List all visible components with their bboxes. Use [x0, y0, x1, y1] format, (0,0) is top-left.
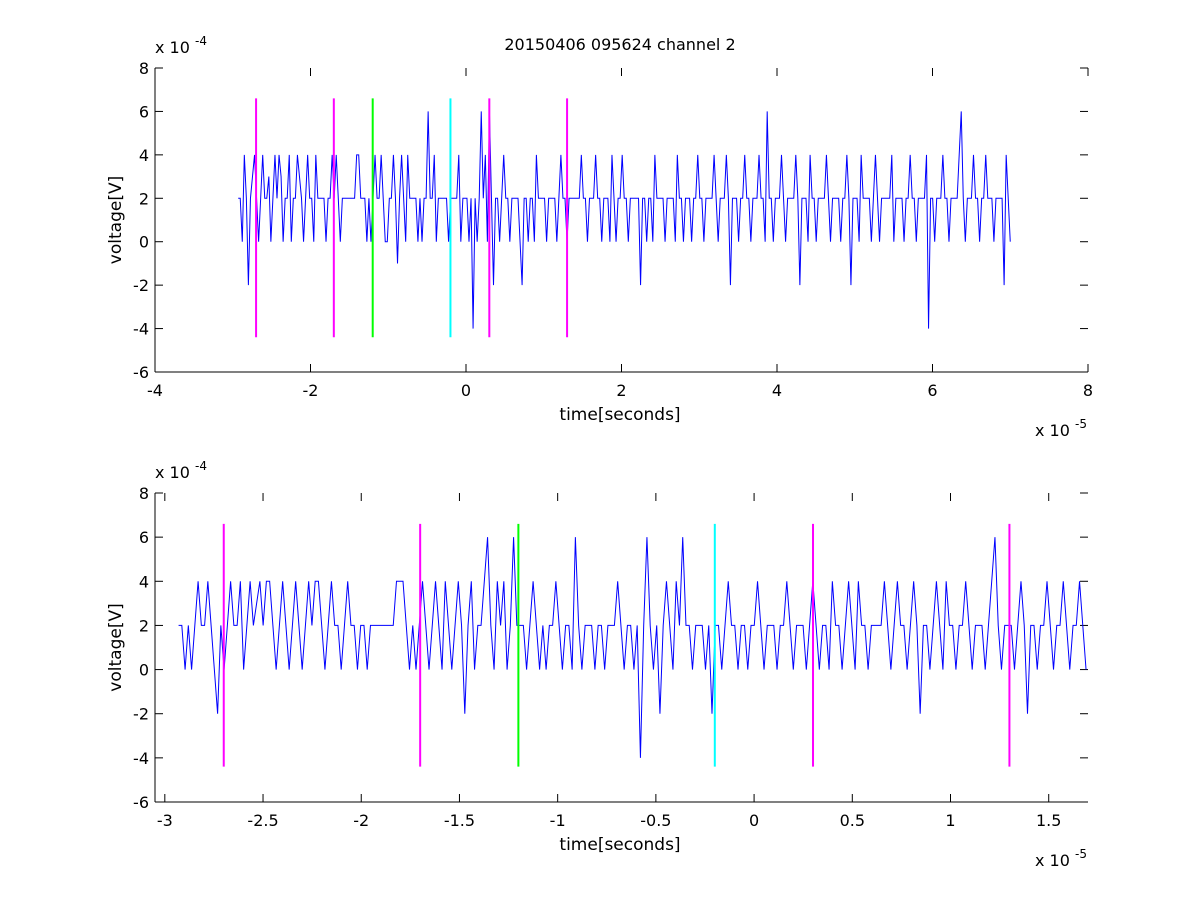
y-axis-label: voltage[V] — [106, 603, 126, 691]
x-tick-label: -3 — [157, 811, 173, 830]
voltage-trace — [238, 111, 1011, 329]
y-tick-label: -2 — [133, 276, 149, 295]
y-tick-label: 0 — [139, 233, 149, 252]
y-tick-label: 2 — [139, 189, 149, 208]
x-axis-label: time[seconds] — [559, 835, 680, 855]
plot-area — [155, 493, 1088, 802]
plot-area — [155, 68, 1088, 372]
x-tick-label: 4 — [772, 381, 782, 400]
x-tick-label: 0.5 — [840, 811, 865, 830]
y-tick-label: -2 — [133, 705, 149, 724]
x-tick-label: 0 — [749, 811, 759, 830]
x-tick-label: -2.5 — [247, 811, 278, 830]
y-exponent-label: x 10 -4 — [155, 34, 207, 57]
y-tick-label: 4 — [139, 572, 149, 591]
y-tick-label: -4 — [133, 320, 149, 339]
y-tick-label: -4 — [133, 749, 149, 768]
y-tick-label: 6 — [139, 102, 149, 121]
x-tick-label: 6 — [927, 381, 937, 400]
y-tick-label: 0 — [139, 661, 149, 680]
y-exponent-label: x 10 -4 — [155, 459, 207, 482]
y-tick-label: 4 — [139, 146, 149, 165]
x-tick-label: 0 — [461, 381, 471, 400]
x-tick-label: -4 — [147, 381, 163, 400]
y-exponent-power: -4 — [195, 459, 207, 473]
x-tick-label: -0.5 — [640, 811, 671, 830]
x-tick-label: -2 — [353, 811, 369, 830]
y-tick-label: 8 — [139, 59, 149, 78]
x-exponent-label: x 10 -5 — [1035, 847, 1087, 870]
x-tick-label: -1 — [550, 811, 566, 830]
y-tick-label: -6 — [133, 363, 149, 382]
y-exponent-power: -4 — [195, 34, 207, 48]
x-tick-label: 1 — [945, 811, 955, 830]
x-tick-label: 2 — [616, 381, 626, 400]
x-exponent-power: -5 — [1075, 847, 1087, 861]
y-tick-label: 8 — [139, 484, 149, 503]
voltage-trace — [178, 537, 1087, 758]
x-tick-label: -2 — [303, 381, 319, 400]
x-tick-label: -1.5 — [444, 811, 475, 830]
x-exponent-label: x 10 -5 — [1035, 417, 1087, 440]
figure-title: 20150406 095624 channel 2 — [504, 35, 735, 54]
y-tick-label: 6 — [139, 528, 149, 547]
subplot-bottom: -6 -4 -2 0 2 4 6 8 -3 -2.5 -2 -1.5 -1 -0.5 0 0.5 1 1.5 tim… — [106, 459, 1088, 870]
x-tick-label: 1.5 — [1036, 811, 1061, 830]
y-axis-label: voltage[V] — [106, 176, 126, 264]
x-axis-label: time[seconds] — [559, 405, 680, 425]
x-tick-label: 8 — [1083, 381, 1093, 400]
x-exponent-power: -5 — [1075, 417, 1087, 431]
y-tick-label: 2 — [139, 616, 149, 635]
y-tick-label: -6 — [133, 793, 149, 812]
